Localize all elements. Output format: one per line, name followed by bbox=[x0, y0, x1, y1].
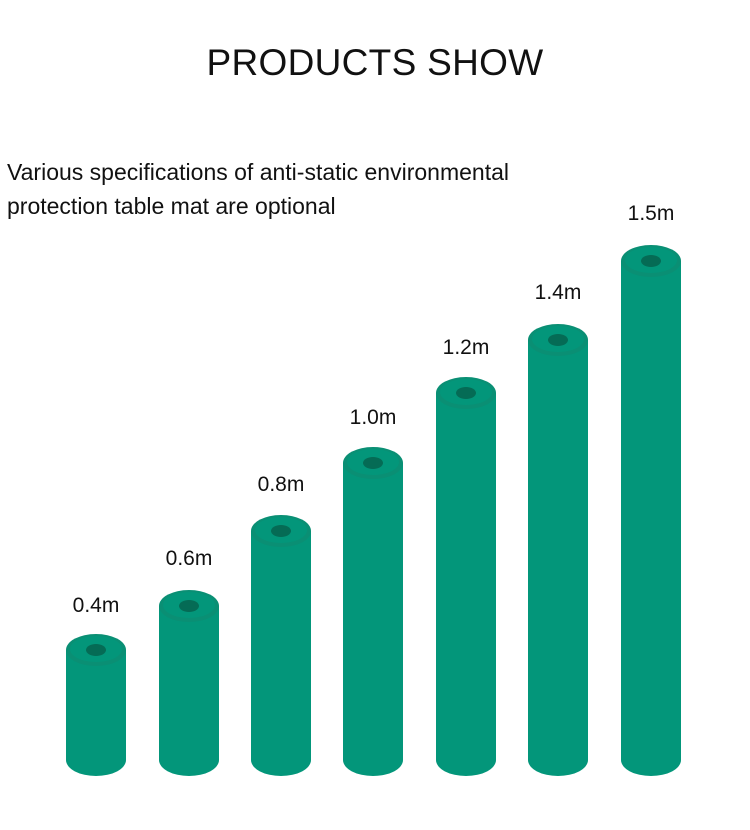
roll-size-label: 0.6m bbox=[166, 547, 213, 570]
roll-0.6m: 0.6m bbox=[159, 547, 219, 776]
roll-body bbox=[621, 261, 681, 776]
page-title: PRODUCTS SHOW bbox=[206, 42, 544, 83]
roll-body bbox=[159, 606, 219, 776]
roll-core-hole bbox=[86, 644, 106, 656]
roll-body bbox=[436, 393, 496, 776]
roll-core-hole bbox=[271, 525, 291, 537]
roll-body bbox=[528, 340, 588, 776]
roll-core-hole bbox=[179, 600, 199, 612]
roll-size-label: 0.4m bbox=[73, 594, 120, 617]
roll-body bbox=[343, 463, 403, 776]
roll-size-label: 1.0m bbox=[350, 406, 397, 429]
roll-1.2m: 1.2m bbox=[436, 336, 496, 776]
roll-size-label: 1.5m bbox=[628, 202, 675, 225]
roll-core-hole bbox=[548, 334, 568, 346]
roll-size-label: 0.8m bbox=[258, 473, 305, 496]
roll-0.8m: 0.8m bbox=[251, 473, 311, 776]
roll-size-label: 1.4m bbox=[535, 281, 582, 304]
roll-body bbox=[66, 650, 126, 776]
roll-1.4m: 1.4m bbox=[528, 281, 588, 776]
roll-size-label: 1.2m bbox=[443, 336, 490, 359]
description-text: Various specifications of anti-static en… bbox=[7, 159, 509, 219]
roll-core-hole bbox=[641, 255, 661, 267]
roll-core-hole bbox=[363, 457, 383, 469]
roll-1.0m: 1.0m bbox=[343, 406, 403, 776]
roll-core-hole bbox=[456, 387, 476, 399]
roll-body bbox=[251, 531, 311, 776]
roll-1.5m: 1.5m bbox=[621, 202, 681, 776]
roll-0.4m: 0.4m bbox=[66, 594, 126, 776]
